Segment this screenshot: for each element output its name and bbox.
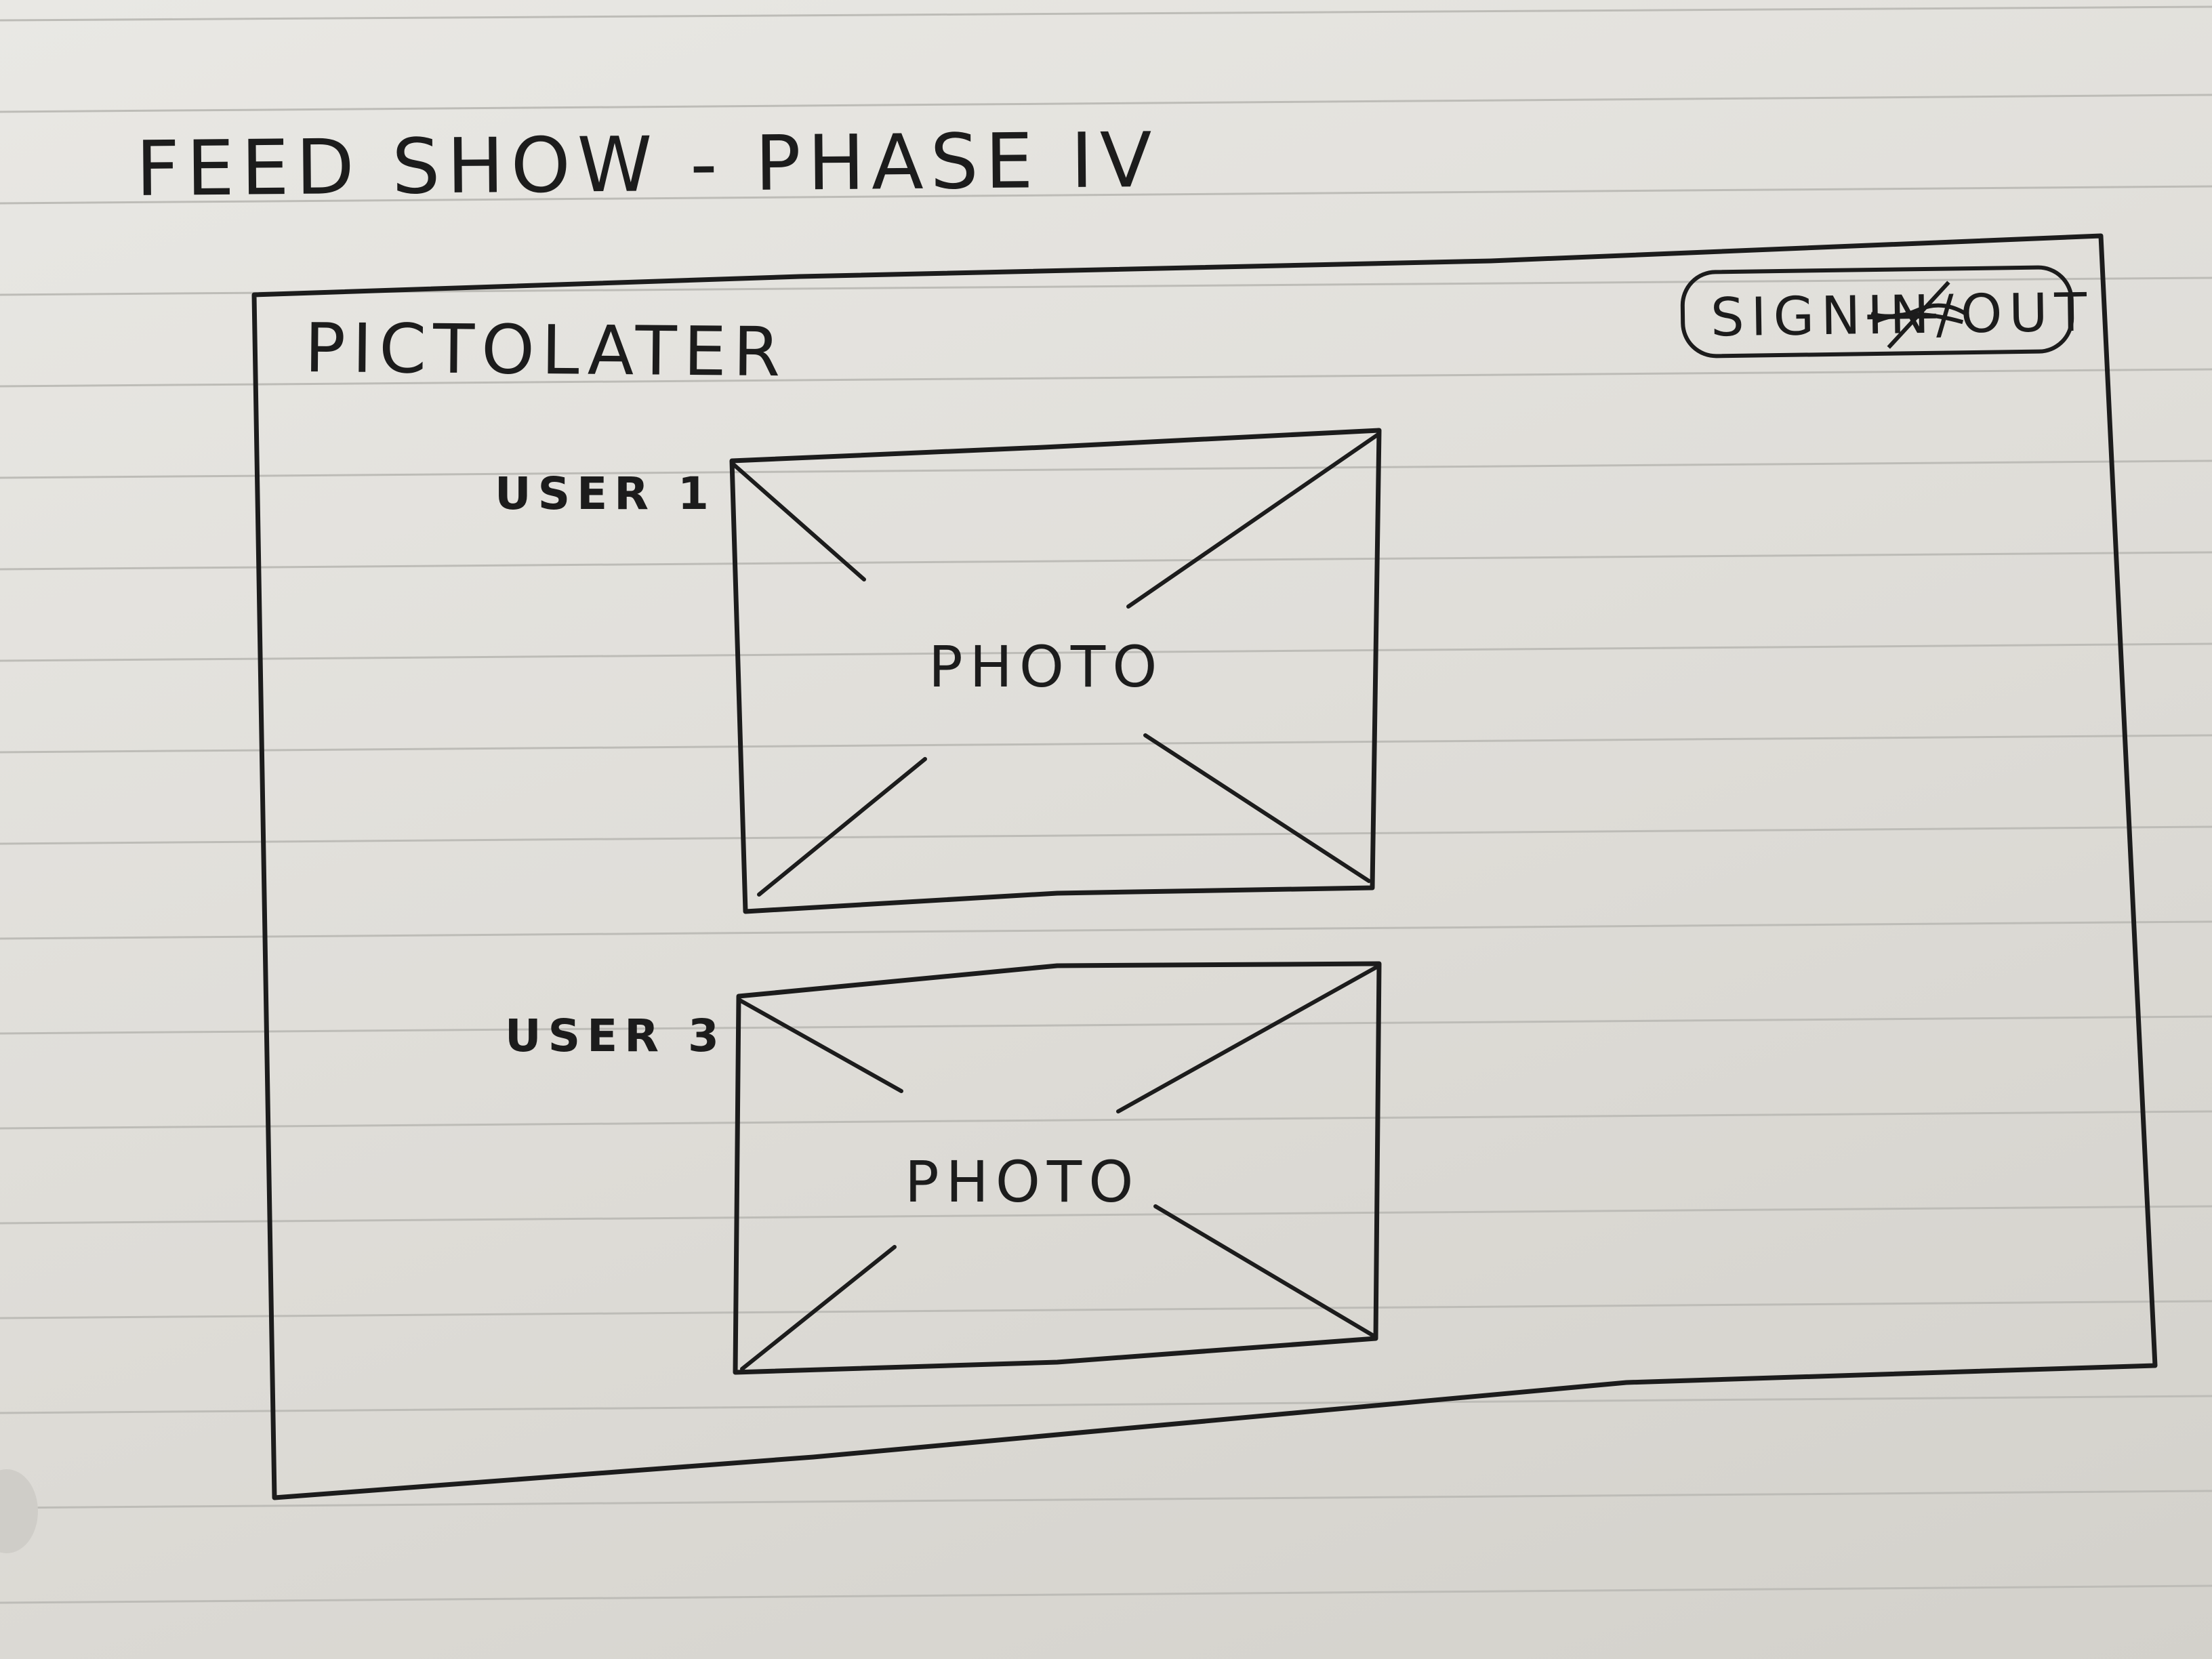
photo-label: PHOTO	[905, 1149, 1141, 1215]
sign-out-button[interactable]: SIGNIN/OUT	[1680, 264, 2094, 359]
scribble-strike-icon	[1870, 281, 1967, 349]
photo-label: PHOTO	[928, 634, 1164, 700]
feed-item-user-label[interactable]: USER 3	[505, 1010, 726, 1062]
feed-item-user-label[interactable]: USER 1	[495, 468, 716, 520]
